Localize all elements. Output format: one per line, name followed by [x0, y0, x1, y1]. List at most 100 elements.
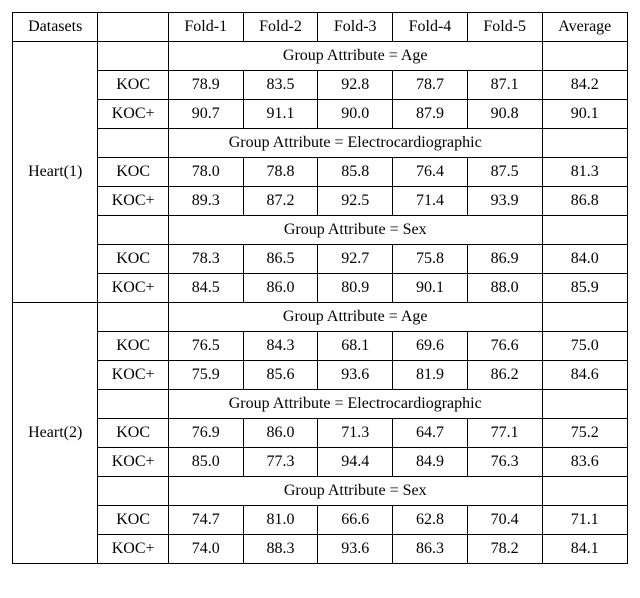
- method-cell: KOC+: [98, 274, 168, 303]
- header-fold-1: Fold-1: [168, 13, 243, 42]
- value-cell: 71.3: [318, 419, 393, 448]
- method-cell: KOC+: [98, 535, 168, 564]
- value-cell: 78.8: [243, 158, 318, 187]
- method-cell: KOC: [98, 332, 168, 361]
- avg-cell: 86.8: [542, 187, 627, 216]
- table-row: KOC 76.9 86.0 71.3 64.7 77.1 75.2: [13, 419, 628, 448]
- table-row: KOC 78.3 86.5 92.7 75.8 86.9 84.0: [13, 245, 628, 274]
- value-cell: 68.1: [318, 332, 393, 361]
- value-cell: 88.3: [243, 535, 318, 564]
- header-method-blank: [98, 13, 168, 42]
- table-row: KOC 76.5 84.3 68.1 69.6 76.6 75.0: [13, 332, 628, 361]
- avg-cell: 84.6: [542, 361, 627, 390]
- value-cell: 77.3: [243, 448, 318, 477]
- value-cell: 84.9: [393, 448, 468, 477]
- avg-cell: 75.2: [542, 419, 627, 448]
- value-cell: 86.0: [243, 274, 318, 303]
- value-cell: 78.3: [168, 245, 243, 274]
- value-cell: 86.9: [467, 245, 542, 274]
- value-cell: 69.6: [393, 332, 468, 361]
- table-row: KOC 78.9 83.5 92.8 78.7 87.1 84.2: [13, 71, 628, 100]
- table-row: KOC+ 74.0 88.3 93.6 86.3 78.2 84.1: [13, 535, 628, 564]
- group-label: Group Attribute = Sex: [168, 216, 542, 245]
- avg-cell: 90.1: [542, 100, 627, 129]
- table-row: KOC+ 85.0 77.3 94.4 84.9 76.3 83.6: [13, 448, 628, 477]
- table-row: KOC 74.7 81.0 66.6 62.8 70.4 71.1: [13, 506, 628, 535]
- method-cell: KOC+: [98, 100, 168, 129]
- group-label: Group Attribute = Age: [168, 42, 542, 71]
- value-cell: 80.9: [318, 274, 393, 303]
- value-cell: 62.8: [393, 506, 468, 535]
- value-cell: 64.7: [393, 419, 468, 448]
- value-cell: 86.2: [467, 361, 542, 390]
- header-average: Average: [542, 13, 627, 42]
- method-cell: KOC+: [98, 361, 168, 390]
- table-row: Group Attribute = Electrocardiographic: [13, 390, 628, 419]
- value-cell: 90.7: [168, 100, 243, 129]
- cell-blank: [98, 42, 168, 71]
- value-cell: 93.6: [318, 535, 393, 564]
- header-fold-4: Fold-4: [393, 13, 468, 42]
- value-cell: 90.0: [318, 100, 393, 129]
- avg-cell: 84.0: [542, 245, 627, 274]
- value-cell: 90.8: [467, 100, 542, 129]
- value-cell: 84.3: [243, 332, 318, 361]
- value-cell: 89.3: [168, 187, 243, 216]
- table-row: KOC+ 90.7 91.1 90.0 87.9 90.8 90.1: [13, 100, 628, 129]
- cell-blank: [98, 129, 168, 158]
- method-cell: KOC: [98, 245, 168, 274]
- value-cell: 78.2: [467, 535, 542, 564]
- value-cell: 78.0: [168, 158, 243, 187]
- value-cell: 91.1: [243, 100, 318, 129]
- group-label: Group Attribute = Electrocardiographic: [168, 390, 542, 419]
- cell-blank: [98, 216, 168, 245]
- header-fold-3: Fold-3: [318, 13, 393, 42]
- group-label: Group Attribute = Electrocardiographic: [168, 129, 542, 158]
- value-cell: 87.1: [467, 71, 542, 100]
- table-row: Heart(2) Group Attribute = Age: [13, 303, 628, 332]
- value-cell: 92.5: [318, 187, 393, 216]
- value-cell: 81.9: [393, 361, 468, 390]
- value-cell: 71.4: [393, 187, 468, 216]
- method-cell: KOC: [98, 71, 168, 100]
- value-cell: 86.5: [243, 245, 318, 274]
- table-row: KOC 78.0 78.8 85.8 76.4 87.5 81.3: [13, 158, 628, 187]
- dataset-name: Heart(1): [13, 42, 98, 303]
- table-row: KOC+ 84.5 86.0 80.9 90.1 88.0 85.9: [13, 274, 628, 303]
- cell-blank: [542, 129, 627, 158]
- value-cell: 92.7: [318, 245, 393, 274]
- value-cell: 83.5: [243, 71, 318, 100]
- value-cell: 75.8: [393, 245, 468, 274]
- method-cell: KOC+: [98, 187, 168, 216]
- table-row: Group Attribute = Electrocardiographic: [13, 129, 628, 158]
- cell-blank: [542, 390, 627, 419]
- cell-blank: [542, 216, 627, 245]
- value-cell: 76.5: [168, 332, 243, 361]
- value-cell: 87.9: [393, 100, 468, 129]
- value-cell: 90.1: [393, 274, 468, 303]
- value-cell: 94.4: [318, 448, 393, 477]
- table-row: Group Attribute = Sex: [13, 477, 628, 506]
- table-row: KOC+ 75.9 85.6 93.6 81.9 86.2 84.6: [13, 361, 628, 390]
- cell-blank: [542, 477, 627, 506]
- value-cell: 76.3: [467, 448, 542, 477]
- value-cell: 92.8: [318, 71, 393, 100]
- cell-blank: [542, 303, 627, 332]
- value-cell: 84.5: [168, 274, 243, 303]
- value-cell: 85.0: [168, 448, 243, 477]
- header-row: Datasets Fold-1 Fold-2 Fold-3 Fold-4 Fol…: [13, 13, 628, 42]
- value-cell: 88.0: [467, 274, 542, 303]
- cell-blank: [98, 390, 168, 419]
- value-cell: 78.7: [393, 71, 468, 100]
- value-cell: 66.6: [318, 506, 393, 535]
- cell-blank: [542, 42, 627, 71]
- value-cell: 87.5: [467, 158, 542, 187]
- value-cell: 76.4: [393, 158, 468, 187]
- header-datasets: Datasets: [13, 13, 98, 42]
- avg-cell: 85.9: [542, 274, 627, 303]
- avg-cell: 84.2: [542, 71, 627, 100]
- value-cell: 77.1: [467, 419, 542, 448]
- table-body: Datasets Fold-1 Fold-2 Fold-3 Fold-4 Fol…: [13, 13, 628, 564]
- dataset-name: Heart(2): [13, 303, 98, 564]
- header-fold-5: Fold-5: [467, 13, 542, 42]
